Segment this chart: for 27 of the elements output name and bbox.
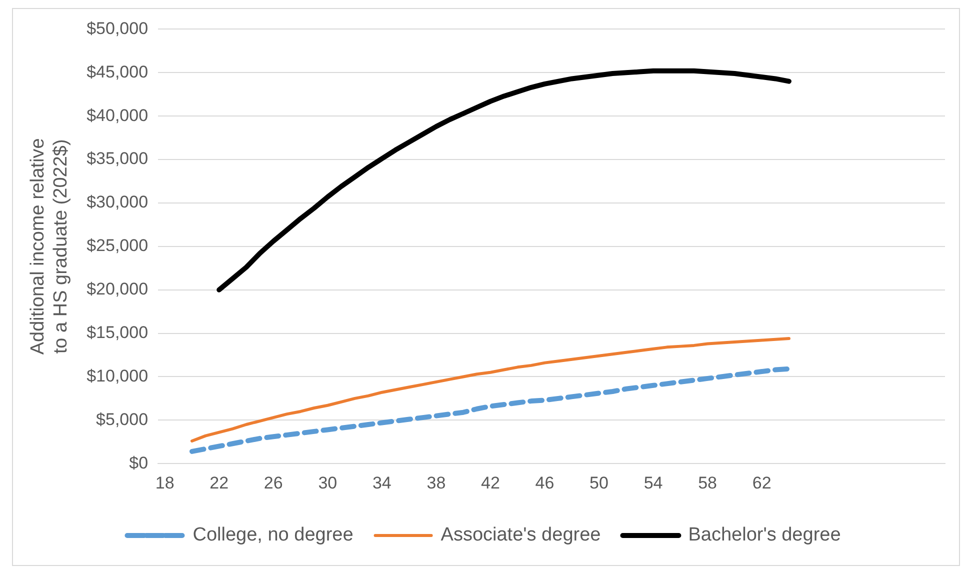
y-tick-label: $45,000 (86, 62, 148, 82)
x-tick-label: 62 (752, 473, 772, 492)
y-tick-label: $10,000 (86, 366, 148, 386)
x-tick-label: 46 (535, 473, 554, 492)
y-tick-label: $15,000 (86, 322, 148, 342)
x-tick-label: 22 (210, 473, 229, 492)
x-tick-label: 30 (318, 473, 338, 492)
legend-label: Bachelor's degree (688, 524, 841, 546)
x-tick-label: 54 (644, 473, 663, 492)
y-tick-label: $35,000 (86, 149, 148, 168)
x-tick-label: 50 (590, 473, 608, 492)
x-tick-label: 38 (426, 473, 446, 492)
y-tick-label: $25,000 (86, 236, 148, 256)
y-tick-label: $5,000 (96, 410, 148, 429)
y-tick-label: $40,000 (86, 106, 148, 125)
legend-label: Associate's degree (440, 524, 601, 546)
y-axis-title: Additional income relative to a HS graduate (2022$) (28, 138, 72, 355)
y-tick-label: $0 (129, 453, 148, 472)
x-tick-label: 26 (264, 473, 283, 492)
y-tick-label: $30,000 (86, 192, 148, 212)
y-tick-label: $50,000 (86, 18, 148, 38)
y-tick-label: $20,000 (86, 280, 148, 299)
x-tick-label: 18 (155, 473, 174, 492)
x-tick-label: 42 (481, 473, 500, 492)
x-tick-label: 34 (372, 473, 392, 492)
x-tick-label: 58 (698, 473, 718, 492)
legend-label: College, no degree (192, 524, 354, 546)
